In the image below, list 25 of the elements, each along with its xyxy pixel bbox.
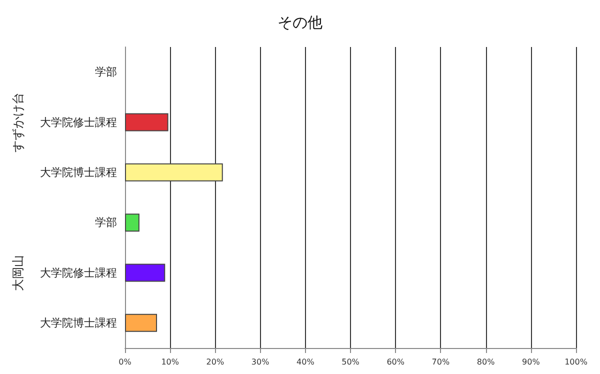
bar — [125, 264, 166, 282]
bar — [125, 113, 168, 132]
y-tick-label: 大学院博士課程 — [40, 166, 117, 179]
y-tick-label: 大学院博士課程 — [40, 316, 117, 330]
y-tick-label: 学部 — [95, 216, 117, 230]
bar — [125, 163, 223, 182]
y-tick-label: 学部 — [95, 66, 117, 79]
x-tick-label: 90% — [522, 358, 540, 366]
x-tick-label: 20% — [206, 358, 224, 366]
x-tick-label: 40% — [296, 358, 315, 366]
bar — [125, 214, 140, 232]
bar — [125, 314, 158, 332]
x-tick-label: 70% — [432, 358, 450, 366]
x-tick-label: 10% — [161, 358, 180, 366]
x-tick-label: 0% — [118, 358, 132, 366]
x-tick-label: 50% — [342, 358, 360, 366]
text: 大岡山 — [11, 254, 25, 291]
x-tick-label: 80% — [476, 358, 496, 366]
chart-title: その他 — [278, 14, 322, 32]
y-tick-label: 大学院修士課程 — [40, 266, 117, 280]
x-tick-label: 60% — [386, 358, 405, 366]
y-tick-label: 大学院修士課程 — [40, 116, 117, 129]
x-tick-label: 100% — [564, 358, 588, 366]
text: すずかけ台 — [11, 92, 25, 152]
x-tick-label: 30% — [251, 358, 270, 366]
